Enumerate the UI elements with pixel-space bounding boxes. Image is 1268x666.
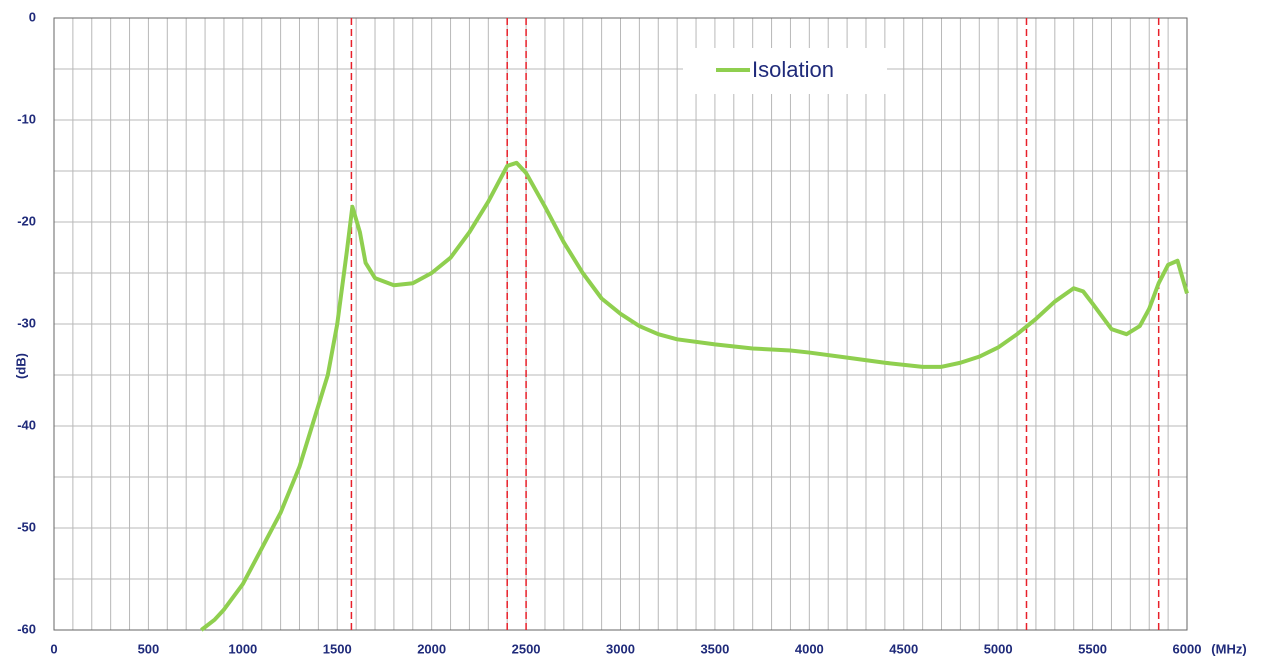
x-tick-label: 4000	[795, 641, 824, 656]
x-tick-label: 0	[50, 641, 57, 656]
y-tick-label: -30	[17, 315, 36, 330]
y-axis-label: (dB)	[13, 353, 28, 379]
x-tick-label: 5000	[984, 641, 1013, 656]
x-tick-label: 3000	[606, 641, 635, 656]
x-tick-label: 1500	[323, 641, 352, 656]
x-tick-label: 6000	[1173, 641, 1202, 656]
y-tick-label: -40	[17, 417, 36, 432]
plot-border	[53, 17, 1188, 631]
y-tick-label: -60	[17, 621, 36, 636]
y-tick-label: -50	[17, 519, 36, 534]
y-tick-label: -20	[17, 213, 36, 228]
series-line	[200, 160, 1189, 632]
x-axis-label: (MHz)	[1211, 641, 1246, 656]
x-tick-label: 2000	[417, 641, 446, 656]
legend-text: Isolation	[752, 57, 834, 82]
y-tick-label: -10	[17, 111, 36, 126]
x-tick-label: 500	[138, 641, 160, 656]
x-tick-label: 4500	[889, 641, 918, 656]
x-tick-label: 3500	[700, 641, 729, 656]
x-tick-label: 1000	[228, 641, 257, 656]
y-tick-label: 0	[29, 9, 36, 24]
x-tick-label: 2500	[512, 641, 541, 656]
x-tick-label: 5500	[1078, 641, 1107, 656]
